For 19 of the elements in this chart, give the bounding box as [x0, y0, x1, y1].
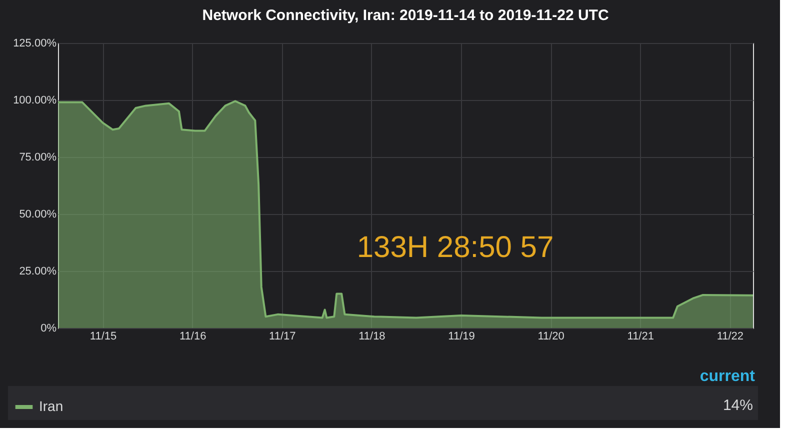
y-tick-label: 25.00%	[19, 266, 57, 278]
x-tick-label: 11/15	[90, 330, 117, 342]
y-tick-label: 50.00%	[19, 208, 57, 220]
x-tick-label: 11/18	[358, 330, 386, 342]
y-tick-label: 75.00%	[19, 152, 57, 164]
text: current	[700, 368, 756, 385]
chart-title: Network Connectivity, Iran: 2019-11-14 to 2019-11-22 UTC	[202, 7, 609, 24]
y-tick-label: 125.00%	[13, 38, 57, 50]
legend-label: Iran	[39, 398, 64, 414]
x-tick-label: 11/16	[179, 330, 206, 342]
x-tick-label: 11/17	[269, 330, 296, 342]
x-tick-label: 11/22	[716, 330, 744, 342]
x-tick-label: 11/21	[627, 330, 654, 342]
x-tick-label: 11/19	[448, 330, 475, 342]
annotation: 133H 28:50 57	[356, 231, 554, 264]
y-tick-label: 100.00%	[13, 94, 57, 106]
x-tick-label: 11/20	[538, 330, 564, 342]
text: 14%	[722, 397, 753, 414]
y-tick-label: 0%	[40, 322, 57, 334]
